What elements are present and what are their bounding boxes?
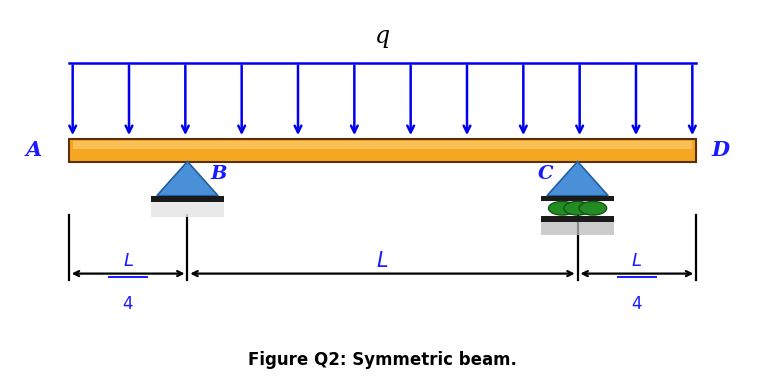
Text: $\mathit{L}$: $\mathit{L}$ xyxy=(122,252,134,270)
Text: q: q xyxy=(375,24,390,48)
Circle shape xyxy=(549,201,576,215)
Bar xyxy=(151,196,224,202)
Text: $4$: $4$ xyxy=(631,296,643,314)
Text: D: D xyxy=(711,140,730,160)
Bar xyxy=(151,202,224,217)
Bar xyxy=(69,139,696,162)
Text: B: B xyxy=(210,165,227,182)
Circle shape xyxy=(579,201,607,215)
Bar xyxy=(541,222,614,235)
Bar xyxy=(541,216,614,222)
Text: Figure Q2: Symmetric beam.: Figure Q2: Symmetric beam. xyxy=(248,351,517,369)
Bar xyxy=(151,202,224,217)
Text: A: A xyxy=(26,140,42,160)
Bar xyxy=(541,196,614,201)
Text: $\mathit{L}$: $\mathit{L}$ xyxy=(631,252,643,270)
Text: $4$: $4$ xyxy=(122,296,134,314)
Polygon shape xyxy=(547,162,608,196)
Bar xyxy=(73,141,692,149)
Polygon shape xyxy=(157,162,218,196)
Text: $\mathit{L}$: $\mathit{L}$ xyxy=(376,250,389,271)
Text: C: C xyxy=(538,165,553,182)
Circle shape xyxy=(564,201,591,215)
